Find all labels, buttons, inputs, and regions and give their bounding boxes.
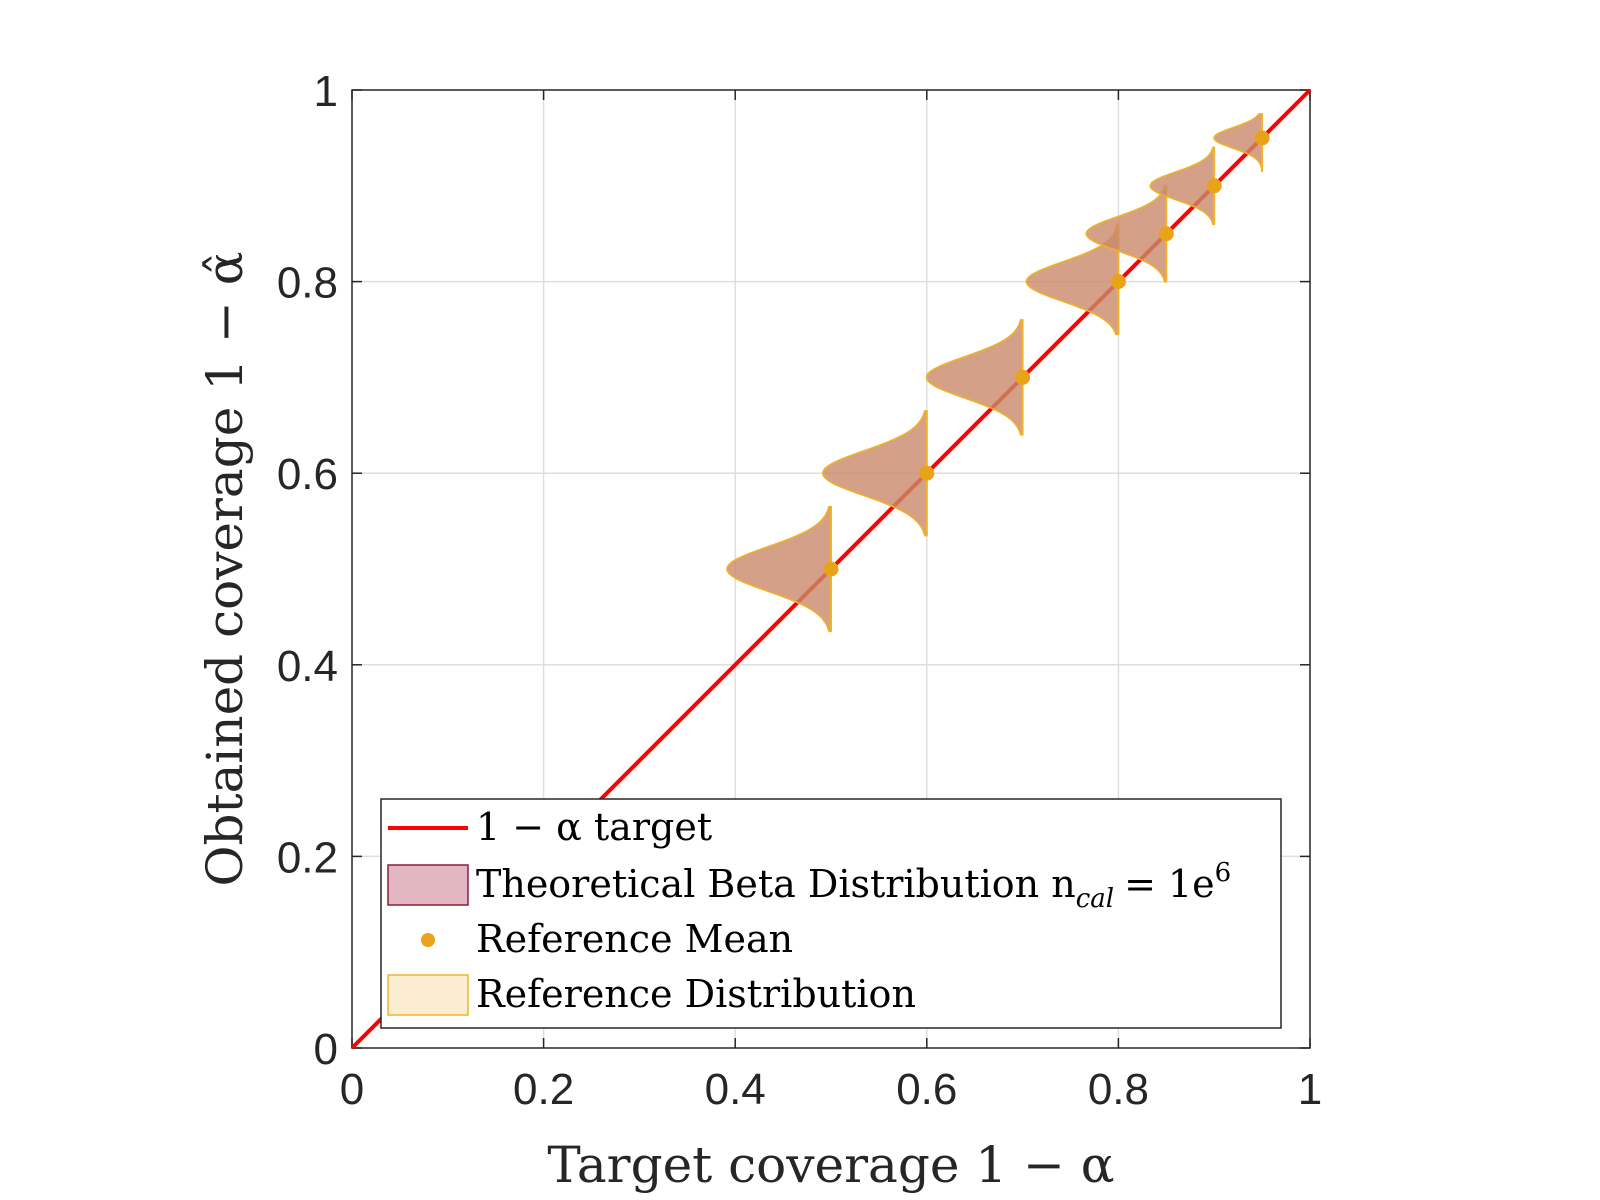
legend-box [380,798,1282,1029]
distributions [726,113,1264,633]
y-axis-label: Obtained coverage 1 − α̂ [196,252,254,887]
y-tick-label: 1 [314,67,338,116]
y-tick-label: 0 [314,1025,338,1074]
reference-distribution [726,505,832,633]
reference-distribution [1085,185,1168,283]
legend-beta-swatch [387,864,469,906]
legend-beta-label: Theoretical Beta Distribution ncal = 1e6 [476,858,1231,914]
reference-mean-point [1158,226,1174,242]
reference-distribution [1149,146,1215,225]
legend-ref-swatch [387,974,469,1016]
y-tick-label: 0.2 [277,833,338,882]
x-tick-label: 0.4 [705,1065,766,1114]
plot-frame [351,89,1311,1049]
legend-ref-label: Reference Distribution [476,972,916,1016]
reference-mean-point [823,561,839,577]
reference-mean-point [1015,369,1031,385]
x-tick-label: 0.8 [1088,1065,1149,1114]
tick-labels: 0 0.2 0.4 0.6 0.8 1 0 0.2 0.4 0.6 0.8 1 [277,67,1322,1114]
legend-beta-text: Theoretical Beta Distribution n [476,862,1076,906]
legend: 1 − α target Theoretical Beta Distributi… [380,798,1282,1029]
legend-beta-superscript: 6 [1215,858,1232,888]
y-tick-label: 0.8 [277,259,338,308]
x-tick-label: 0 [340,1065,364,1114]
reference-mean-point [1206,178,1222,194]
x-tick-label: 0.6 [896,1065,957,1114]
reference-mean-point [1254,130,1270,146]
y-tick-label: 0.6 [277,450,338,499]
legend-mean-swatch [421,933,435,947]
reference-means [823,130,1270,577]
x-tick-label: 1 [1298,1065,1322,1114]
reference-distribution [821,410,928,537]
x-tick-label: 0.2 [513,1065,574,1114]
x-axis-label: Target coverage 1 − α [547,1136,1114,1194]
legend-beta-subscript: cal [1076,884,1114,914]
legend-mean-label: Reference Mean [476,917,793,961]
reference-distribution [1213,113,1263,173]
legend-target-label: 1 − α target [476,805,712,849]
reference-distribution [925,319,1024,436]
reference-mean-point [1110,274,1126,290]
legend-beta-equals: = 1e [1124,862,1215,906]
y-tick-label: 0.4 [277,642,338,691]
axis-ticks [351,89,1311,1049]
reference-mean-point [919,465,935,481]
